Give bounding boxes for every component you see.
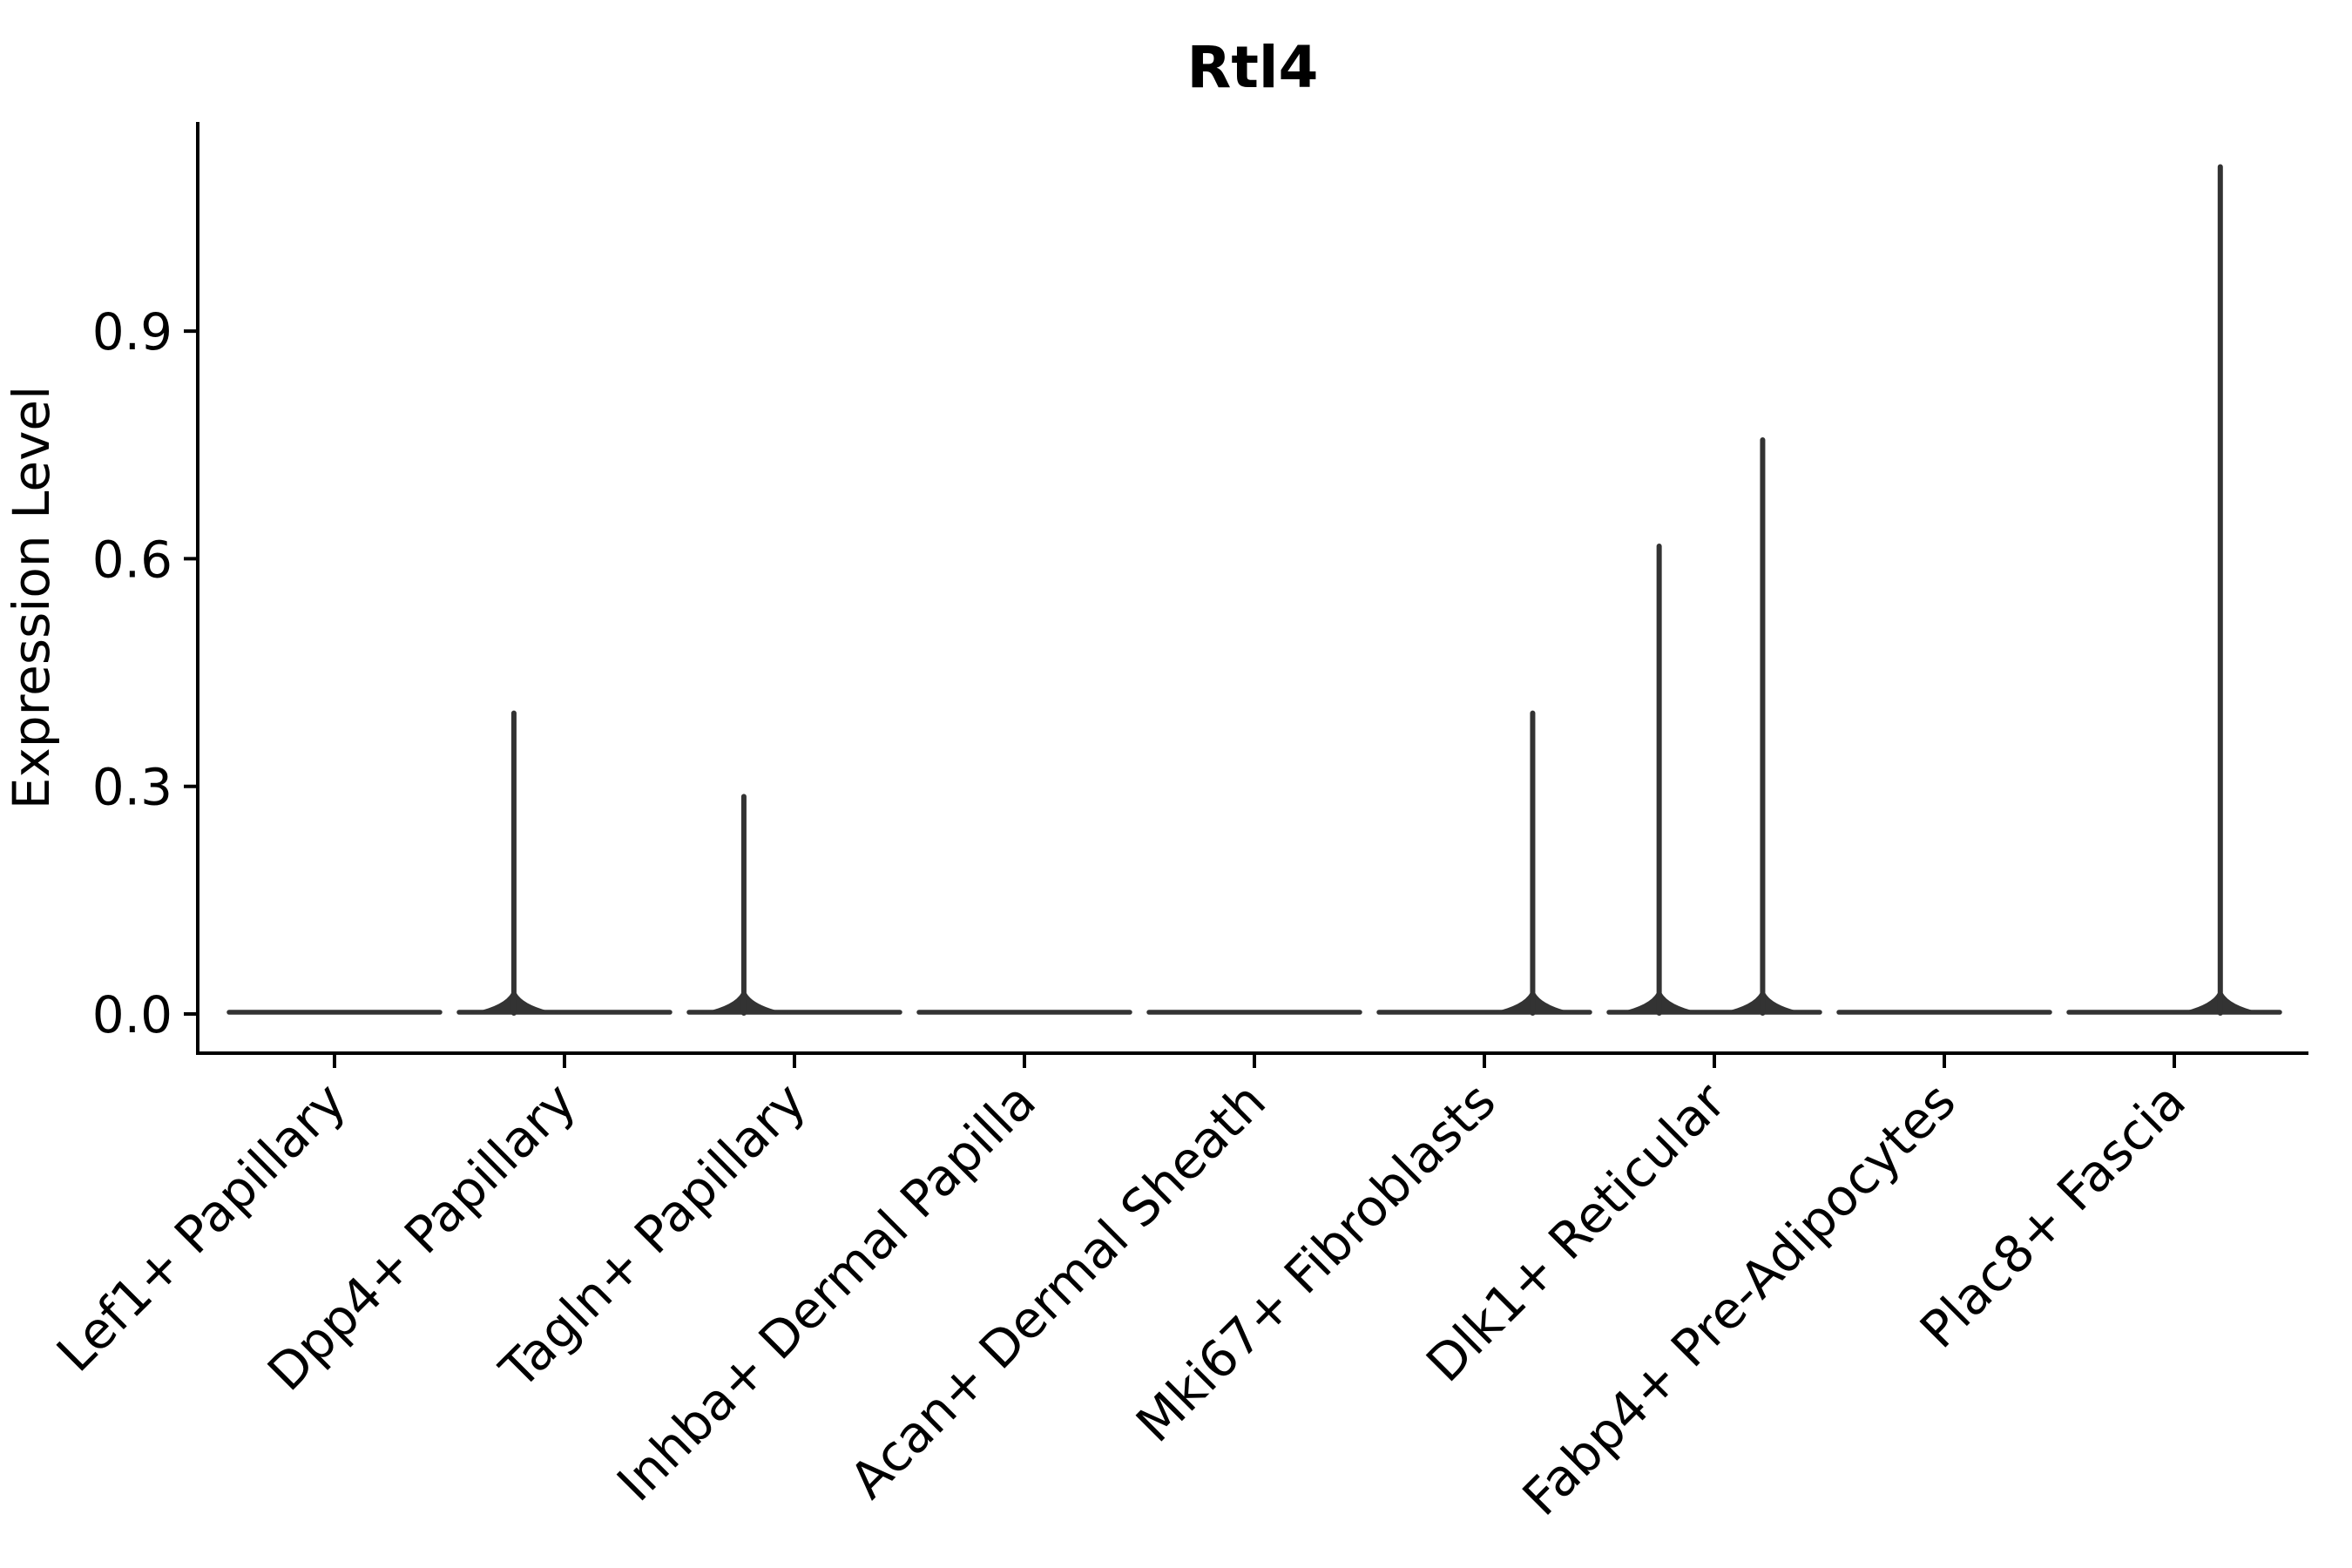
x-tick-label: Acan+ Dermal Sheath bbox=[838, 1071, 1276, 1510]
violin bbox=[456, 710, 672, 1016]
violins bbox=[226, 164, 2282, 1016]
chart-title: Rtl4 bbox=[1187, 34, 1319, 101]
violin bbox=[686, 794, 902, 1016]
y-tick-label: 0.3 bbox=[92, 758, 172, 817]
x-tick-label: Inhba+ Dermal Papilla bbox=[605, 1071, 1047, 1513]
y-tick-label: 0.0 bbox=[92, 985, 172, 1044]
violin bbox=[1376, 710, 1592, 1016]
y-ticks: 0.9 0.6 0.3 0.0 bbox=[92, 302, 199, 1044]
x-tick-label: Fabp4+ Pre-Adipocytes bbox=[1511, 1071, 1967, 1527]
violin bbox=[1606, 437, 1822, 1016]
y-axis: 0.9 0.6 0.3 0.0 bbox=[92, 122, 199, 1055]
y-tick-label: 0.9 bbox=[92, 302, 172, 362]
violin bbox=[2066, 164, 2282, 1016]
y-axis-label: Expression Level bbox=[2, 386, 61, 809]
y-tick-label: 0.6 bbox=[92, 530, 172, 589]
